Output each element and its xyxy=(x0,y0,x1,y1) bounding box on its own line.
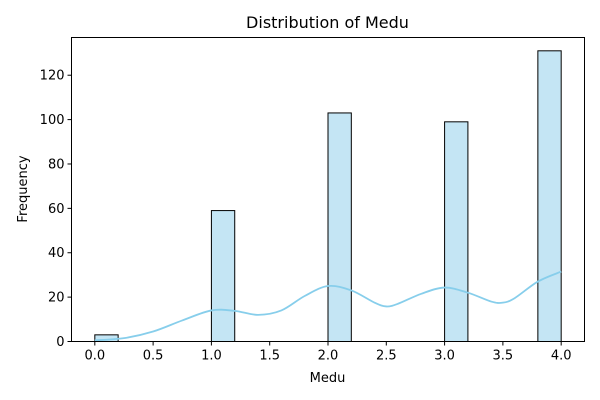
x-tick-label: 2.0 xyxy=(318,349,339,364)
y-tick-label: 40 xyxy=(48,246,65,261)
y-axis-label: Frequency xyxy=(16,155,31,222)
histogram-bar-4 xyxy=(537,50,562,342)
histogram-bar-3 xyxy=(444,121,469,342)
x-axis: 0.0 0.5 1.0 1.5 2.0 2.5 3.0 3.5 4.0 xyxy=(84,341,572,364)
y-tick-label: 120 xyxy=(40,69,65,84)
x-tick-label: 4.0 xyxy=(551,349,572,364)
x-tick-label: 3.0 xyxy=(434,349,455,364)
x-tick-label: 3.5 xyxy=(493,349,514,364)
histogram-bar-2 xyxy=(327,112,352,343)
histogram-bar-1 xyxy=(210,210,236,342)
y-tick-label: 20 xyxy=(48,291,65,306)
x-tick-label: 1.0 xyxy=(201,349,222,364)
x-tick-label: 0.0 xyxy=(84,349,105,364)
y-axis: 0 20 40 60 80 100 120 xyxy=(40,69,72,350)
y-tick-label: 80 xyxy=(48,157,65,172)
kde-curve xyxy=(94,270,562,342)
y-tick-label: 0 xyxy=(56,335,64,350)
chart-title: Distribution of Medu xyxy=(246,13,409,32)
kde-layer xyxy=(94,270,562,342)
x-axis-label: Medu xyxy=(310,371,346,386)
y-tick-label: 60 xyxy=(48,202,65,217)
x-tick-label: 2.5 xyxy=(376,349,397,364)
bars-layer xyxy=(94,50,562,343)
y-tick-label: 100 xyxy=(40,113,65,128)
x-tick-label: 1.5 xyxy=(259,349,280,364)
x-tick-label: 0.5 xyxy=(143,349,164,364)
